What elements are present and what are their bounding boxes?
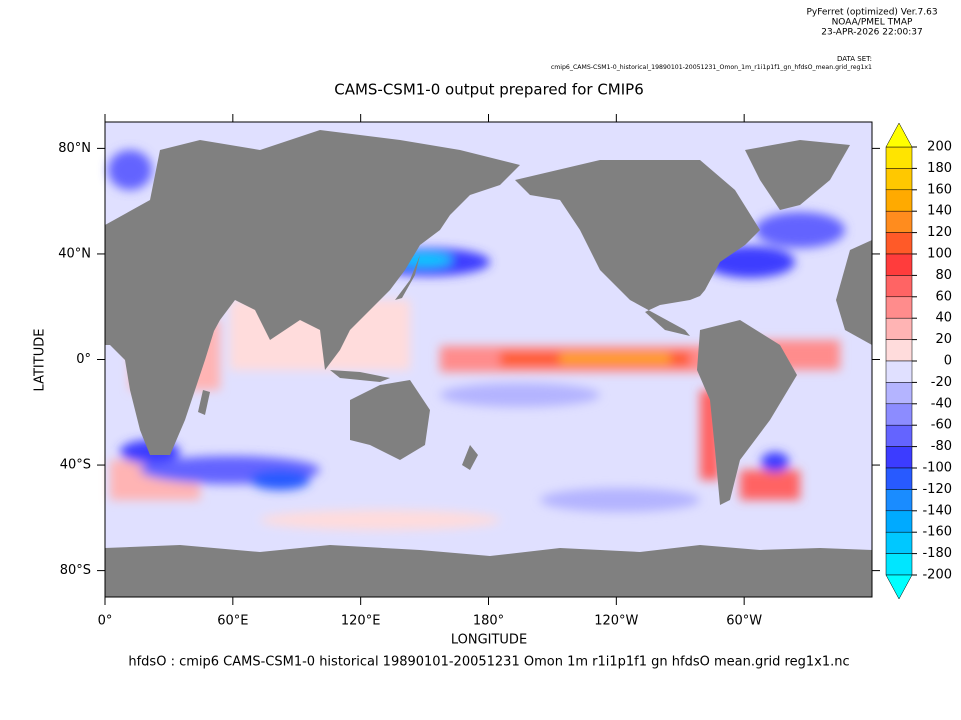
colorbar-label: 180 xyxy=(927,161,952,176)
colorbar-swatch xyxy=(885,146,913,169)
y-axis-label: LATITUDE xyxy=(33,329,48,392)
colorbar-label: 140 xyxy=(927,204,952,219)
colorbar-swatch xyxy=(885,382,913,405)
land xyxy=(105,130,872,597)
colorbar-label: 100 xyxy=(927,247,952,262)
y-tick-label: 0° xyxy=(76,352,91,367)
colorbar-swatch xyxy=(885,531,913,554)
colorbar-swatch xyxy=(885,360,913,383)
x-axis-label: LONGITUDE xyxy=(451,633,527,648)
colorbar-label: 160 xyxy=(927,182,952,197)
caption: hfdsO : cmip6 CAMS-CSM1-0 historical 198… xyxy=(128,655,849,670)
colorbar-label: 0 xyxy=(944,354,952,369)
org: NOAA/PMEL TMAP xyxy=(832,18,913,28)
colorbar-swatch xyxy=(885,403,913,426)
x-tick-label: 60°W xyxy=(726,614,762,629)
colorbar-swatch xyxy=(885,446,913,469)
dataset-label: DATA SET: xyxy=(837,55,872,63)
colorbar-label: 40 xyxy=(935,311,952,326)
colorbar-label: 60 xyxy=(935,289,952,304)
y-tick-label: 40°N xyxy=(58,246,91,261)
colorbar-swatch xyxy=(885,168,913,191)
colorbar-swatch xyxy=(885,339,913,362)
colorbar-label: 20 xyxy=(935,332,952,347)
colorbar-label: 200 xyxy=(927,140,952,155)
title: CAMS-CSM1-0 output prepared for CMIP6 xyxy=(334,81,644,99)
colorbar-swatch xyxy=(885,510,913,533)
colorbar-label: -20 xyxy=(931,375,952,390)
colorbar-label: -140 xyxy=(922,503,952,518)
x-tick-label: 180° xyxy=(473,614,504,629)
colorbar-label: 120 xyxy=(927,225,952,240)
colorbar-swatch xyxy=(885,317,913,340)
colorbar-label: -120 xyxy=(922,482,952,497)
colorbar-label: 80 xyxy=(935,268,952,283)
colorbar-label: -180 xyxy=(922,546,952,561)
colorbar-swatch xyxy=(885,296,913,319)
colorbar-swatch xyxy=(885,253,913,276)
colorbar-swatch xyxy=(885,210,913,233)
colorbar-label: -60 xyxy=(931,418,952,433)
software: PyFerret (optimized) Ver.7.63 xyxy=(806,8,937,18)
map xyxy=(104,121,873,598)
colorbar-label: -80 xyxy=(931,439,952,454)
y-tick-label: 40°S xyxy=(60,458,91,473)
colorbar-swatch xyxy=(885,232,913,255)
y-tick-label: 80°N xyxy=(58,141,91,156)
dataset: cmip6_CAMS-CSM1-0_historical_19890101-20… xyxy=(551,64,872,71)
colorbar-swatch xyxy=(885,189,913,212)
colorbar-swatch xyxy=(885,489,913,512)
colorbar-swatch xyxy=(885,553,913,576)
colorbar-over xyxy=(885,122,913,148)
colorbar-swatch xyxy=(885,275,913,298)
colorbar-label: -200 xyxy=(922,568,952,583)
x-tick-label: 0° xyxy=(98,614,113,629)
colorbar-swatch xyxy=(885,424,913,447)
colorbar-label: -40 xyxy=(931,396,952,411)
colorbar-swatch xyxy=(885,467,913,490)
timestamp: 23-APR-2026 22:00:37 xyxy=(821,28,922,38)
y-tick-label: 80°S xyxy=(60,563,91,578)
colorbar-label: -100 xyxy=(922,461,952,476)
colorbar-label: -160 xyxy=(922,525,952,540)
x-tick-label: 120°W xyxy=(594,614,638,629)
x-tick-label: 60°E xyxy=(217,614,248,629)
x-tick-label: 120°E xyxy=(341,614,381,629)
colorbar-under xyxy=(885,574,913,600)
